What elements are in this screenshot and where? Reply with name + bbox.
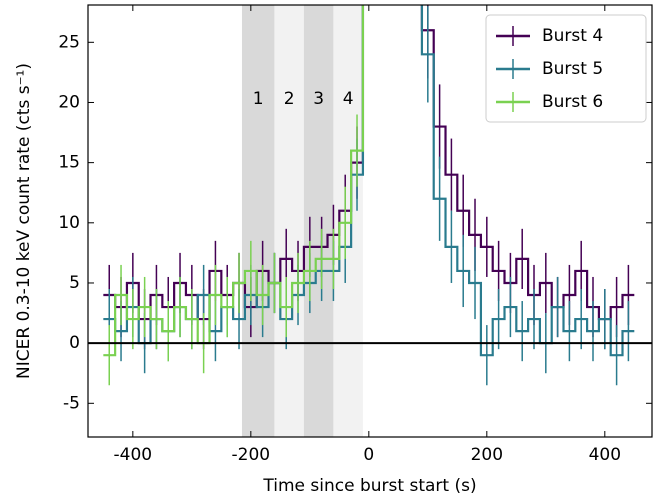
region-label: 3 <box>313 89 324 109</box>
x-tick-label: 400 <box>589 445 621 465</box>
region-label: 1 <box>253 89 264 109</box>
shaded-region <box>241 5 275 437</box>
y-tick-label: 10 <box>58 213 80 233</box>
legend: Burst 4 Burst 5 Burst 6 <box>485 14 647 123</box>
x-tick-label: -200 <box>232 445 271 465</box>
y-tick-label: 0 <box>69 333 80 353</box>
shaded-region <box>274 5 304 437</box>
y-tick-label: -5 <box>63 393 80 413</box>
y-tick-label: 25 <box>58 32 80 52</box>
y-tick-label: 5 <box>69 273 80 293</box>
shaded-region <box>303 5 334 437</box>
region-label: 4 <box>343 89 354 109</box>
x-tick-label: 200 <box>471 445 503 465</box>
y-tick-label: 20 <box>58 92 80 112</box>
legend-label: Burst 5 <box>542 59 603 79</box>
legend-label: Burst 4 <box>542 26 603 46</box>
y-axis-label: NICER 0.3-10 keV count rate (cts s⁻¹) <box>14 63 34 379</box>
x-tick-label: -400 <box>114 445 153 465</box>
legend-label: Burst 6 <box>542 92 603 112</box>
legend-box <box>485 14 647 123</box>
region-label: 2 <box>284 89 295 109</box>
plot-frame <box>87 4 653 438</box>
series-line <box>103 5 365 357</box>
x-tick-label: 0 <box>363 445 374 465</box>
y-tick-label: 15 <box>58 153 80 173</box>
shaded-region <box>333 5 363 437</box>
x-axis-label: Time since burst start (s) <box>262 476 476 496</box>
